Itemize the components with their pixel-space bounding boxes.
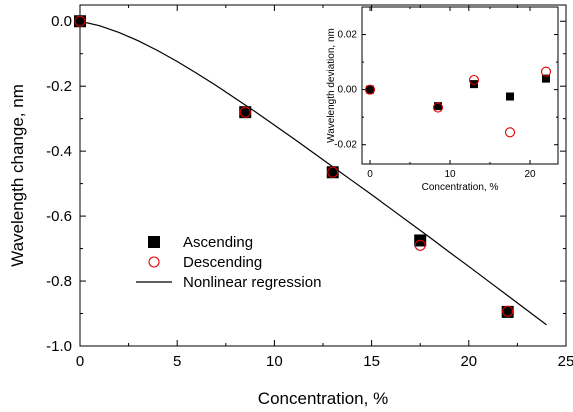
y-axis-label: Wavelength change, nm bbox=[8, 84, 27, 267]
point-descending bbox=[540, 66, 552, 77]
point-descending bbox=[432, 102, 444, 113]
x-axis-label: Concentration, % bbox=[422, 182, 499, 193]
point-descending bbox=[74, 15, 86, 27]
point-ascending bbox=[506, 92, 514, 101]
x-tick-label: 15 bbox=[363, 353, 380, 370]
x-tick-label: 0 bbox=[76, 353, 84, 370]
y-tick-label: -0.6 bbox=[46, 208, 72, 225]
y-tick-label: 0.00 bbox=[338, 85, 358, 96]
y-tick-label: -0.4 bbox=[46, 143, 72, 160]
point-descending bbox=[504, 127, 516, 138]
x-tick-label: 10 bbox=[444, 169, 456, 180]
inset-plot: 0 10 20 0.02 0.00 -0.02 Concentration, % Wavele… bbox=[326, 6, 559, 193]
data-layer bbox=[80, 20, 547, 326]
x-tick-label: 0 bbox=[367, 169, 373, 180]
point-ascending bbox=[542, 74, 550, 83]
y-tick-label: 0.02 bbox=[338, 30, 358, 41]
y-tick-label: 0.0 bbox=[51, 13, 72, 30]
y-tick-label: -0.02 bbox=[334, 140, 357, 151]
point-descending bbox=[364, 84, 376, 95]
point-ascending bbox=[366, 85, 374, 94]
legend-label-ascending: Ascending bbox=[183, 234, 253, 251]
x-axis-label: Concentration, % bbox=[258, 389, 388, 408]
x-tick-label: 10 bbox=[266, 353, 283, 370]
legend-label-descending: Descending bbox=[183, 254, 262, 271]
point-descending bbox=[239, 106, 251, 118]
x-tick-label: 20 bbox=[460, 353, 477, 370]
legend: Ascending Descending Nonlinear regression bbox=[136, 234, 321, 291]
y-tick-label: -1.0 bbox=[46, 338, 72, 355]
legend-marker-ascending bbox=[148, 236, 160, 248]
point-descending bbox=[414, 239, 426, 251]
legend-label-nonlinear-regression: Nonlinear regression bbox=[183, 274, 321, 291]
point-ascending bbox=[239, 106, 252, 119]
point-descending bbox=[327, 166, 339, 178]
point-ascending bbox=[74, 15, 86, 28]
x-tick-label: 25 bbox=[558, 353, 573, 370]
legend-marker-descending bbox=[148, 256, 160, 268]
plot-frame bbox=[361, 6, 559, 165]
main-plot: 0 5 10 15 20 25 0.0 -0.2 -0.4 -0.6 -0.8 -1.0 Concent… bbox=[8, 4, 573, 408]
y-axis-label: Wavelength deviation, nm bbox=[326, 28, 337, 143]
point-ascending bbox=[434, 102, 442, 111]
series-line-nonlinear-regression bbox=[80, 20, 547, 326]
plot-frame bbox=[79, 4, 567, 347]
y-tick-label: -0.2 bbox=[46, 78, 72, 95]
x-tick-label: 5 bbox=[173, 353, 181, 370]
x-tick-label: 20 bbox=[524, 169, 536, 180]
point-descending bbox=[468, 74, 480, 86]
point-ascending bbox=[326, 166, 339, 179]
point-descending bbox=[502, 305, 514, 317]
y-tick-label: -0.8 bbox=[46, 273, 72, 290]
